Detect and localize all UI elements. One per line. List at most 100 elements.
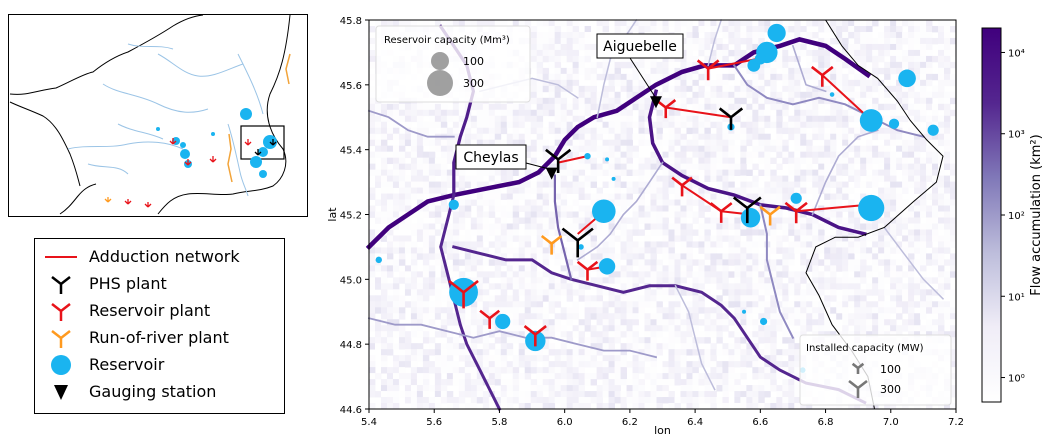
grid-cell	[494, 169, 502, 176]
grid-cell	[824, 331, 831, 338]
grid-cell	[728, 223, 735, 230]
grid-cell	[608, 355, 615, 362]
grid-cell	[824, 235, 831, 242]
grid-cell	[422, 211, 430, 218]
grid-cell	[494, 217, 502, 224]
grid-cell	[698, 163, 705, 171]
grid-cell	[860, 307, 867, 314]
grid-cell	[428, 169, 436, 176]
grid-cell	[632, 187, 639, 194]
grid-cell	[782, 103, 789, 111]
grid-cell	[764, 301, 771, 308]
grid-cell	[656, 331, 663, 338]
grid-cell	[824, 271, 831, 278]
grid-cell	[446, 403, 454, 410]
grid-cell	[728, 187, 735, 194]
grid-cell	[584, 223, 592, 230]
grid-cell	[464, 403, 472, 410]
grid-cell	[566, 379, 574, 386]
grid-cell	[422, 265, 430, 272]
grid-cell	[848, 289, 855, 296]
grid-cell	[656, 109, 663, 117]
grid-cell	[704, 349, 711, 356]
grid-cell	[506, 229, 514, 236]
grid-cell	[470, 361, 478, 368]
grid-cell	[854, 247, 861, 254]
grid-cell	[572, 361, 580, 368]
grid-cell	[398, 163, 406, 171]
grid-cell	[650, 205, 657, 212]
grid-cell	[860, 253, 867, 260]
grid-cell	[650, 157, 657, 165]
grid-cell	[374, 277, 382, 284]
grid-cell	[632, 403, 639, 410]
grid-cell	[602, 127, 609, 135]
grid-cell	[596, 271, 603, 278]
grid-cell	[710, 355, 717, 362]
grid-cell	[416, 373, 424, 380]
grid-cell	[638, 337, 645, 344]
grid-cell	[650, 373, 657, 380]
grid-cell	[692, 343, 699, 350]
grid-cell	[608, 139, 615, 147]
grid-cell	[890, 25, 897, 33]
grid-cell	[536, 49, 544, 57]
grid-cell	[398, 259, 406, 266]
grid-cell	[704, 151, 711, 159]
grid-cell	[452, 223, 460, 230]
grid-cell	[698, 73, 705, 81]
grid-cell	[458, 169, 466, 176]
grid-cell	[746, 349, 753, 356]
grid-cell	[668, 253, 675, 260]
grid-cell	[369, 115, 376, 123]
grid-cell	[890, 163, 897, 171]
grid-cell	[668, 61, 675, 69]
grid-cell	[668, 121, 675, 129]
grid-cell	[488, 127, 496, 135]
grid-cell	[668, 403, 675, 410]
grid-cell	[614, 367, 621, 374]
grid-cell	[728, 361, 735, 368]
grid-cell	[848, 319, 855, 326]
grid-cell	[698, 373, 705, 380]
grid-cell	[884, 163, 891, 171]
grid-cell	[746, 193, 753, 200]
grid-cell	[464, 235, 472, 242]
grid-cell	[506, 205, 514, 212]
grid-cell	[536, 253, 544, 260]
grid-cell	[452, 187, 460, 194]
grid-cell	[446, 223, 454, 230]
grid-cell	[740, 181, 747, 188]
grid-cell	[512, 229, 520, 236]
grid-cell	[686, 205, 693, 212]
grid-cell	[788, 61, 795, 69]
grid-cell	[902, 199, 909, 206]
grid-cell	[530, 187, 538, 194]
grid-cell	[704, 133, 711, 141]
grid-cell	[494, 20, 502, 27]
grid-cell	[770, 67, 777, 75]
grid-cell	[380, 235, 388, 242]
grid-cell	[740, 259, 747, 266]
grid-cell	[572, 145, 580, 153]
grid-cell	[788, 379, 795, 386]
grid-cell	[800, 295, 807, 302]
grid-cell	[860, 223, 867, 230]
grid-cell	[668, 157, 675, 165]
grid-cell	[764, 325, 771, 332]
grid-cell	[584, 259, 592, 266]
red-line-icon	[45, 256, 77, 258]
grid-cell	[632, 223, 639, 230]
grid-cell	[386, 385, 394, 392]
grid-cell	[416, 307, 424, 314]
grid-cell	[818, 151, 825, 159]
grid-cell	[692, 187, 699, 194]
grid-cell	[374, 247, 382, 254]
grid-cell	[554, 121, 562, 129]
grid-cell	[890, 133, 897, 141]
grid-cell	[542, 247, 550, 254]
grid-cell	[369, 385, 376, 392]
grid-cell	[794, 229, 801, 236]
grid-cell	[578, 229, 586, 236]
grid-cell	[542, 331, 550, 338]
